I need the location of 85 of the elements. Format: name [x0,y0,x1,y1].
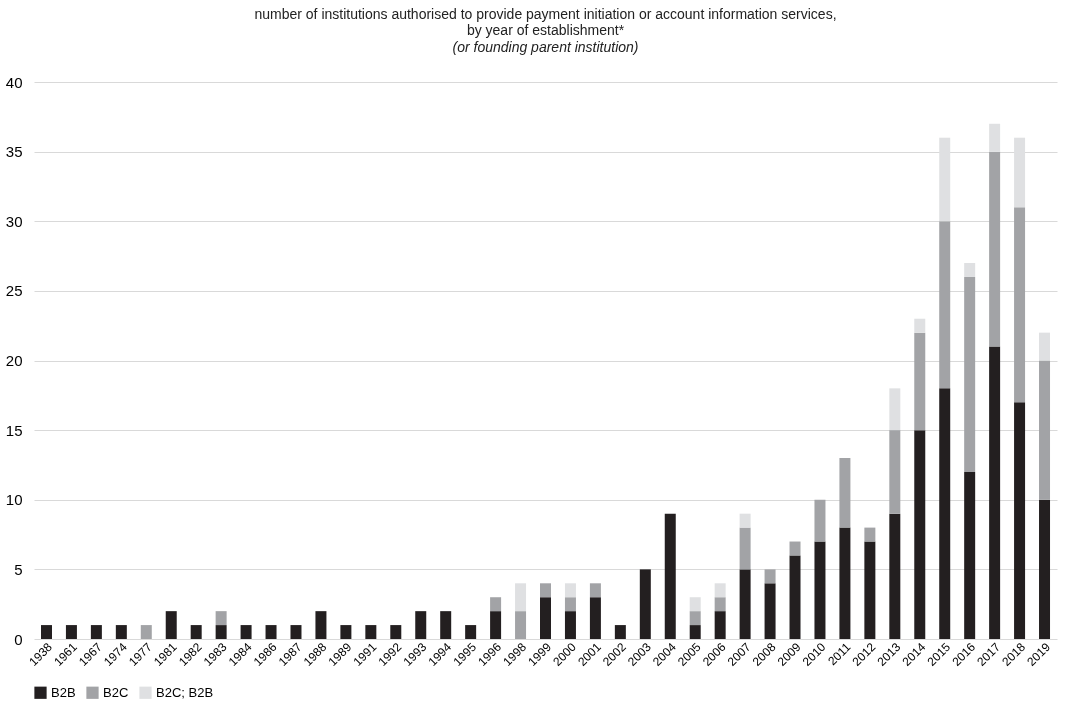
bar [240,625,252,639]
bar [914,318,926,333]
bar [714,611,726,639]
bar [490,597,502,612]
y-tick-label: 5 [14,560,23,578]
bar [889,430,901,514]
bar [939,221,951,389]
bar [490,611,502,639]
bar [365,625,377,639]
bar [964,471,976,639]
bar [814,541,826,639]
bar [215,611,227,626]
bar [589,597,601,639]
bar [789,541,801,556]
y-tick-label: 10 [5,491,23,509]
bar [789,555,801,639]
bar [839,527,851,639]
bar [689,611,701,626]
bar [40,625,52,639]
bar [614,625,626,639]
bar [664,513,676,639]
bar [864,541,876,639]
bar [714,583,726,598]
bar [165,611,177,639]
bar [939,388,951,639]
bar [689,597,701,612]
bar [739,569,751,639]
bar [589,583,601,598]
bar [465,625,477,639]
bar [190,625,202,639]
chart-title: number of institutions authorised to provide payment initiation or account information services, by year of establishment* [254,6,837,38]
bar [914,332,926,431]
bar [540,597,551,639]
bar [515,583,527,612]
bar [764,569,776,584]
bar [440,611,452,639]
bar [90,625,102,639]
bar [814,499,826,542]
bar [964,263,976,277]
bar [1014,207,1026,403]
y-tick-label: 30 [5,212,23,230]
bar [390,625,402,639]
bar [989,346,1001,639]
bar [1014,402,1026,639]
bar [265,625,277,639]
y-tick-label: 0 [14,630,23,648]
bar [989,151,1001,347]
bar [540,583,551,598]
bar [764,583,776,639]
bar [739,513,751,528]
bar [889,388,901,431]
bar [564,583,576,598]
legend-label: B2B [51,684,76,700]
bar [415,611,427,639]
bar [1039,332,1051,361]
bar [739,527,751,570]
bar [340,625,352,639]
bar [315,611,327,639]
bar [1039,360,1051,500]
y-tick-label: 20 [5,352,23,369]
chart-subtitle: (or founding parent institution) [452,39,639,55]
bar [889,513,901,639]
bar [989,123,1001,152]
bar [290,625,302,639]
bar [689,625,701,639]
bar [839,457,851,528]
bar [564,597,576,612]
bar [65,625,77,639]
legend-label: B2C [103,684,129,700]
bar [515,611,527,639]
bar [864,527,876,542]
bar [914,430,926,639]
y-tick-label: 35 [5,143,23,161]
bar [215,625,227,639]
y-tick-label: 25 [5,282,23,300]
bar [1039,499,1051,639]
bar [140,625,152,639]
y-tick-label: 40 [5,73,23,91]
y-tick-label: 15 [5,421,23,439]
bar [115,625,127,639]
bar [964,276,976,472]
legend-label: B2C; B2B [156,684,214,700]
bar [639,569,651,639]
bar [564,611,576,639]
bar [714,597,726,612]
